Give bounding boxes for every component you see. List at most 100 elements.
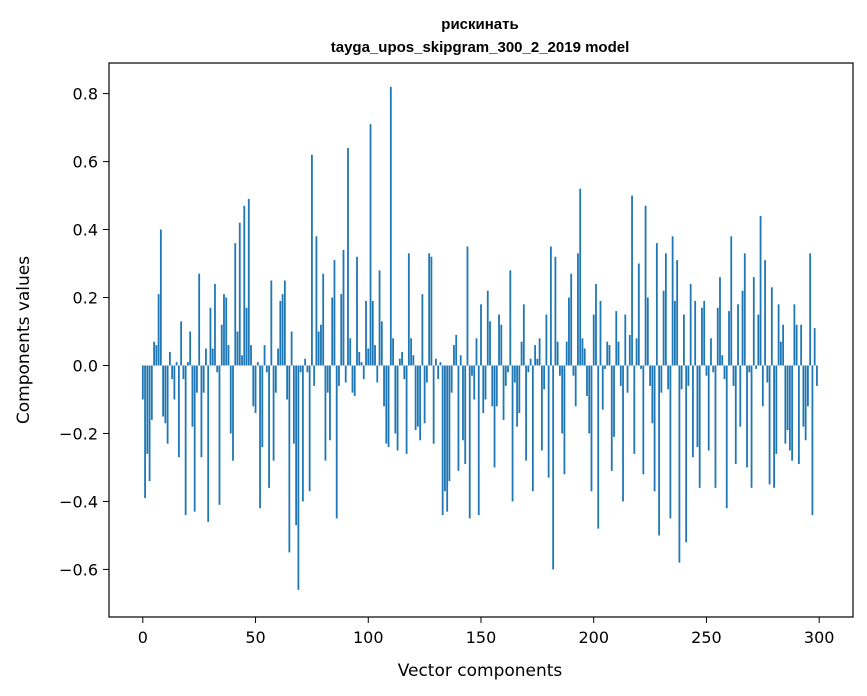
bar (626, 365, 629, 393)
bar (435, 358, 437, 366)
bar (430, 256, 433, 366)
bar (446, 365, 449, 512)
chart-subtitle: tayga_upos_skipgram_300_2_2019 model (331, 39, 630, 56)
bar (655, 243, 658, 366)
bar (577, 253, 579, 366)
bar (712, 365, 715, 373)
bar (728, 311, 730, 366)
bar (405, 365, 408, 454)
bar (608, 345, 611, 366)
bar (619, 365, 622, 386)
bar (714, 365, 717, 488)
bar (322, 273, 325, 366)
bar (748, 365, 751, 373)
bar (268, 365, 270, 488)
y-tick-label: −0.2 (59, 424, 98, 443)
y-axis-ticks: −0.6 −0.4 −0.2 0.0 0.2 0.4 0.6 0.8 (59, 85, 109, 579)
bar (689, 283, 692, 366)
bar (358, 351, 361, 366)
bar (297, 365, 300, 590)
bar (247, 198, 250, 366)
bar (317, 331, 320, 366)
y-tick-label: 0.0 (73, 356, 98, 375)
bar (202, 365, 205, 393)
bar (531, 365, 534, 492)
x-tick-label: 200 (578, 628, 609, 647)
bar (340, 294, 343, 366)
bar (448, 365, 451, 482)
bar (705, 365, 708, 376)
x-tick-label: 0 (138, 628, 148, 647)
bar (538, 338, 541, 366)
bar (752, 277, 755, 366)
bar (468, 365, 471, 519)
bar (484, 365, 487, 400)
bar (380, 321, 383, 366)
y-tick-label: 0.4 (73, 221, 98, 240)
bar (241, 355, 243, 366)
bar (338, 365, 340, 386)
bar (716, 307, 719, 366)
bar (793, 304, 796, 366)
bar (516, 365, 518, 427)
bar (642, 365, 645, 475)
bar (164, 365, 167, 424)
bar (504, 365, 507, 386)
bar (245, 307, 248, 366)
bar (369, 124, 372, 366)
bar (480, 304, 482, 366)
bar (374, 345, 376, 366)
bar (265, 365, 268, 373)
bar (572, 365, 575, 376)
bar (522, 304, 525, 366)
bar (320, 324, 322, 366)
bar (615, 311, 618, 366)
bar (579, 188, 582, 366)
bar (171, 365, 174, 380)
bar (412, 355, 415, 366)
bar (725, 365, 728, 509)
bar (168, 351, 171, 366)
bar (385, 365, 388, 444)
bar (462, 365, 464, 441)
bar (306, 365, 309, 373)
bar (198, 273, 201, 366)
bar (281, 294, 284, 366)
bar (761, 365, 764, 407)
bar (187, 362, 189, 366)
x-tick-label: 50 (245, 628, 265, 647)
bar (288, 365, 291, 553)
plot-frame (108, 62, 854, 618)
bar (500, 324, 503, 366)
bar (588, 365, 591, 434)
bar (518, 365, 521, 414)
bar (218, 365, 221, 505)
bar (290, 331, 293, 366)
bar (416, 365, 419, 427)
bar (556, 341, 559, 366)
bar (563, 365, 566, 475)
bar (207, 365, 210, 522)
bar (182, 365, 185, 380)
bar (148, 365, 151, 482)
bar (308, 365, 311, 492)
bar (559, 365, 561, 376)
bar (243, 205, 246, 366)
bar (444, 365, 446, 492)
y-tick-label: 0.2 (73, 289, 98, 308)
x-tick-label: 100 (353, 628, 384, 647)
bar (141, 365, 144, 400)
bar (238, 222, 241, 366)
bar (376, 365, 379, 383)
bar (252, 365, 255, 407)
bar (692, 365, 694, 458)
bar (457, 365, 460, 471)
bar (283, 280, 286, 366)
bar (739, 365, 742, 427)
bar (236, 331, 239, 366)
bar (157, 294, 160, 366)
chart-title: рискинать (441, 16, 518, 33)
bar (200, 365, 203, 458)
bar (261, 365, 264, 448)
